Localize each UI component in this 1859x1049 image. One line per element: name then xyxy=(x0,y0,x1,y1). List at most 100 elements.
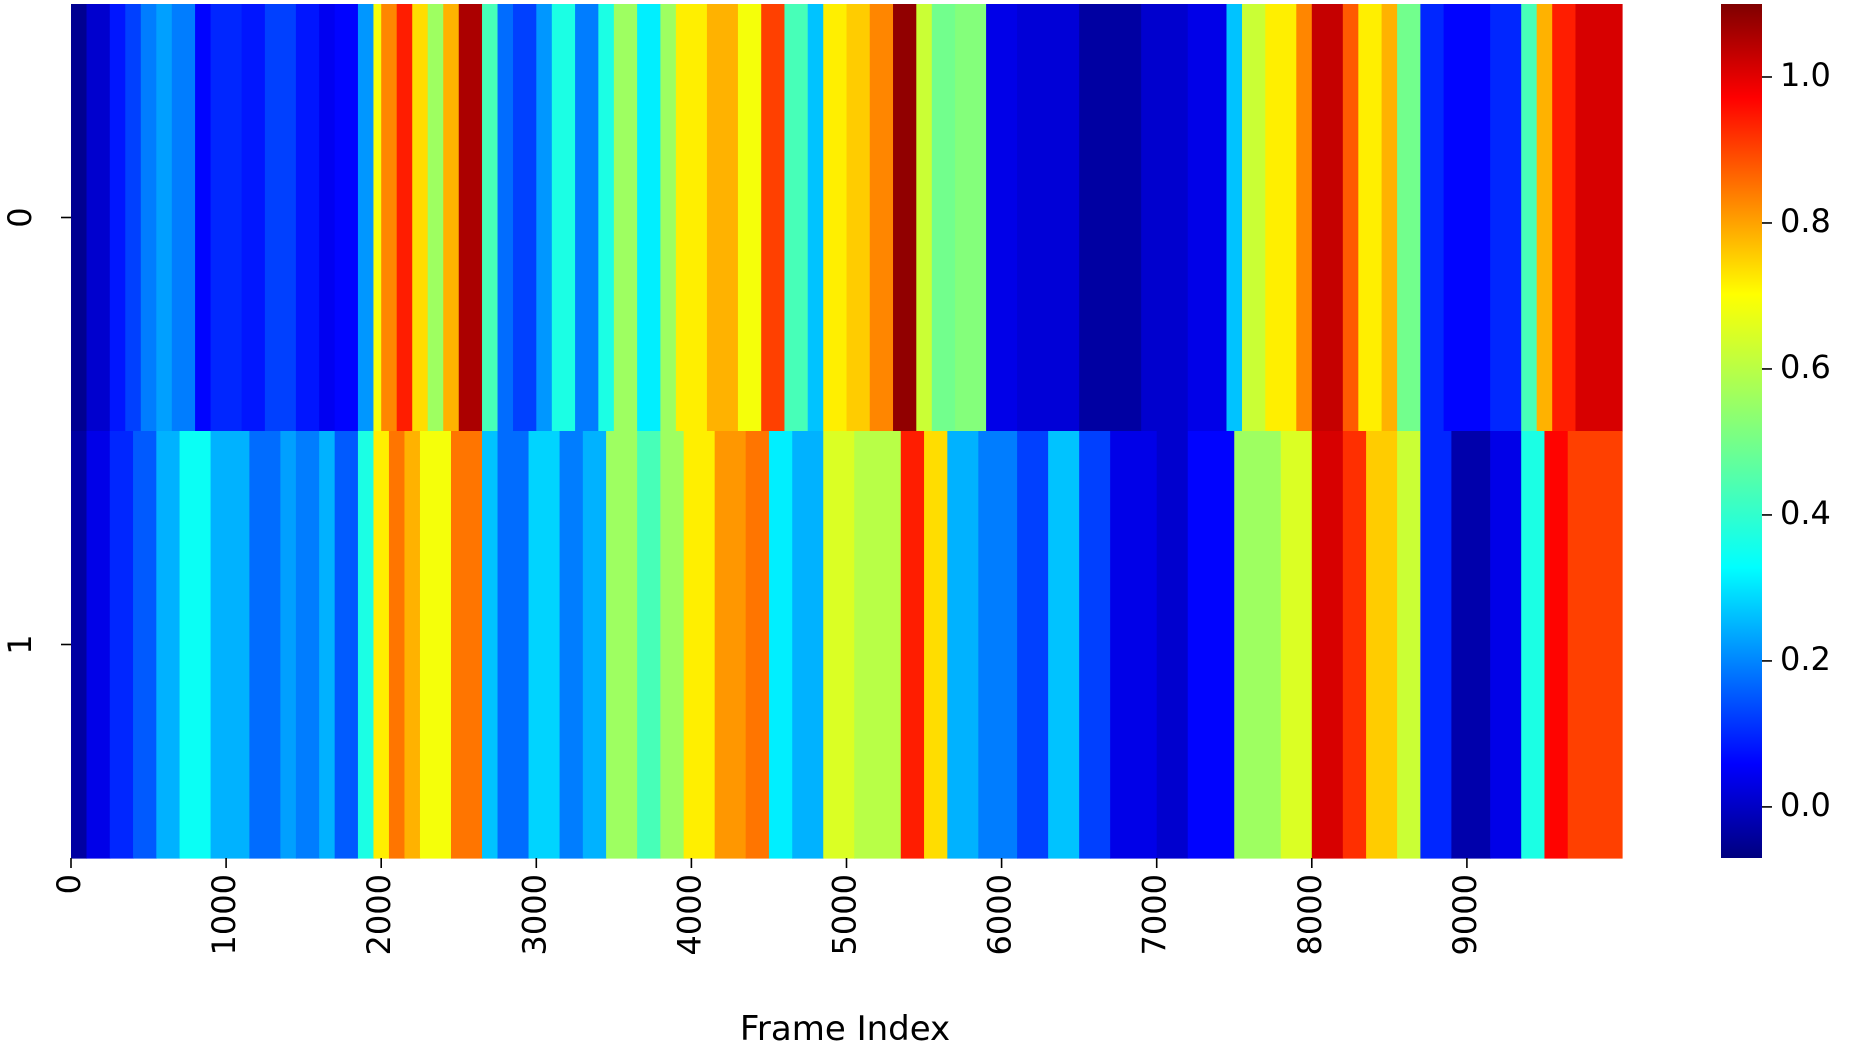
heatmap-cell xyxy=(582,431,607,859)
heatmap-cell xyxy=(1544,431,1569,859)
heatmap-cell xyxy=(947,431,979,859)
heatmap-cell xyxy=(536,4,553,432)
x-tick-label: 0 xyxy=(50,874,88,894)
heatmap-cell xyxy=(1381,4,1398,432)
heatmap-cell xyxy=(1397,431,1421,859)
heatmap-cell xyxy=(745,431,770,859)
heatmap-cell xyxy=(109,4,126,432)
heatmap-cell xyxy=(1311,4,1344,432)
heatmap-cell xyxy=(1156,431,1189,859)
heatmap-cell xyxy=(86,4,111,432)
heatmap-cell xyxy=(1342,4,1359,432)
heatmap-cell xyxy=(823,4,848,432)
heatmap-cell xyxy=(846,4,871,432)
heatmap-cell xyxy=(458,4,483,432)
colorbar-tick-label: 0.0 xyxy=(1780,786,1831,824)
heatmap-cell xyxy=(381,4,398,432)
heatmap-cell xyxy=(1567,431,1623,859)
heatmap-cell xyxy=(497,4,514,432)
heatmap-cell xyxy=(264,4,297,432)
heatmap-cell xyxy=(280,431,297,859)
heatmap-cell xyxy=(241,4,266,432)
heatmap-cell xyxy=(210,4,243,432)
heatmap-cell xyxy=(706,4,739,432)
heatmap-cell xyxy=(427,4,444,432)
heatmap-cell xyxy=(807,4,824,432)
x-tick-label: 4000 xyxy=(670,874,708,955)
heatmap-cell xyxy=(396,4,413,432)
heatmap-cell xyxy=(125,4,142,432)
heatmap-cell xyxy=(140,4,157,432)
heatmap-cell xyxy=(613,4,638,432)
heatmap-cell xyxy=(637,4,661,432)
heatmap-cell xyxy=(497,431,530,859)
colorbar-tick-label: 0.6 xyxy=(1780,348,1831,386)
heatmap-cell xyxy=(71,4,88,432)
heatmap-cell xyxy=(528,431,561,859)
heatmap-cell xyxy=(1234,431,1282,859)
heatmap-cell xyxy=(854,431,902,859)
heatmap-cell xyxy=(675,4,708,432)
heatmap-cell xyxy=(373,4,382,432)
heatmap-cell xyxy=(1451,431,1491,859)
heatmap-cell xyxy=(319,4,336,432)
heatmap-cell xyxy=(388,431,406,859)
colorbar-tick-label: 1.0 xyxy=(1780,56,1831,94)
heatmap-cell xyxy=(404,431,421,859)
heatmap-cell xyxy=(869,4,894,432)
heatmap-cell xyxy=(823,431,855,859)
heatmap-cell xyxy=(295,431,320,859)
heatmap-cell xyxy=(598,4,615,432)
heatmap-cell xyxy=(482,4,499,432)
x-axis-label: Frame Index xyxy=(740,1009,950,1049)
heatmap-cell xyxy=(931,4,956,432)
heatmap-cell xyxy=(334,431,359,859)
y-axis: 01 xyxy=(1,207,71,655)
x-tick-label: 8000 xyxy=(1291,874,1329,955)
heatmap-cell xyxy=(451,431,483,859)
heatmap-cell xyxy=(1226,4,1243,432)
x-axis: 0 1000 2000 3000 4000 5000 6000 7000 8000 9000 xyxy=(50,858,1484,955)
heatmap-cell xyxy=(1490,4,1522,432)
heatmap-cell xyxy=(924,431,948,859)
heatmap-cell xyxy=(295,4,320,432)
heatmap-cell xyxy=(443,4,460,432)
heatmap-cell xyxy=(210,431,250,859)
heatmap-cell xyxy=(1552,4,1577,432)
heatmap-cell xyxy=(1280,431,1313,859)
heatmap-cell xyxy=(1358,4,1383,432)
heatmap-cell xyxy=(575,4,599,432)
heatmap-cell xyxy=(1397,4,1421,432)
heatmap-cell xyxy=(955,4,987,432)
y-tick-label: 0 xyxy=(1,207,39,227)
heatmap-cell xyxy=(179,431,212,859)
heatmap-cell xyxy=(1521,4,1538,432)
heatmap-cell xyxy=(249,431,281,859)
heatmap-cell xyxy=(1420,431,1452,859)
colorbar-axis: 0.0 0.2 0.4 0.6 0.8 1.0 xyxy=(1762,56,1831,824)
heatmap-cell xyxy=(1242,4,1266,432)
x-tick-label: 9000 xyxy=(1446,874,1484,955)
heatmap-cell xyxy=(319,431,336,859)
heatmap-cell xyxy=(357,4,375,432)
heatmap-cell xyxy=(133,431,157,859)
heatmap-cell xyxy=(660,431,685,859)
heatmap-cell xyxy=(978,431,1018,859)
colorbar-tick-label: 0.8 xyxy=(1780,202,1831,240)
heatmap-cell xyxy=(1536,4,1553,432)
heatmap-cell xyxy=(559,431,584,859)
heatmap-cell xyxy=(1017,431,1049,859)
heatmap-cell xyxy=(792,431,824,859)
heatmap-cell xyxy=(683,431,716,859)
heatmap-cell xyxy=(156,431,181,859)
heatmap-cell xyxy=(334,4,359,432)
heatmap-cell xyxy=(761,4,786,432)
heatmap-cell xyxy=(893,4,917,432)
heatmap-cell xyxy=(1296,4,1313,432)
colorbar xyxy=(1721,4,1762,858)
heatmap-cell xyxy=(1342,431,1367,859)
heatmap-cell xyxy=(1079,431,1111,859)
heatmap-cell xyxy=(1366,431,1398,859)
heatmap-cell xyxy=(916,4,933,432)
